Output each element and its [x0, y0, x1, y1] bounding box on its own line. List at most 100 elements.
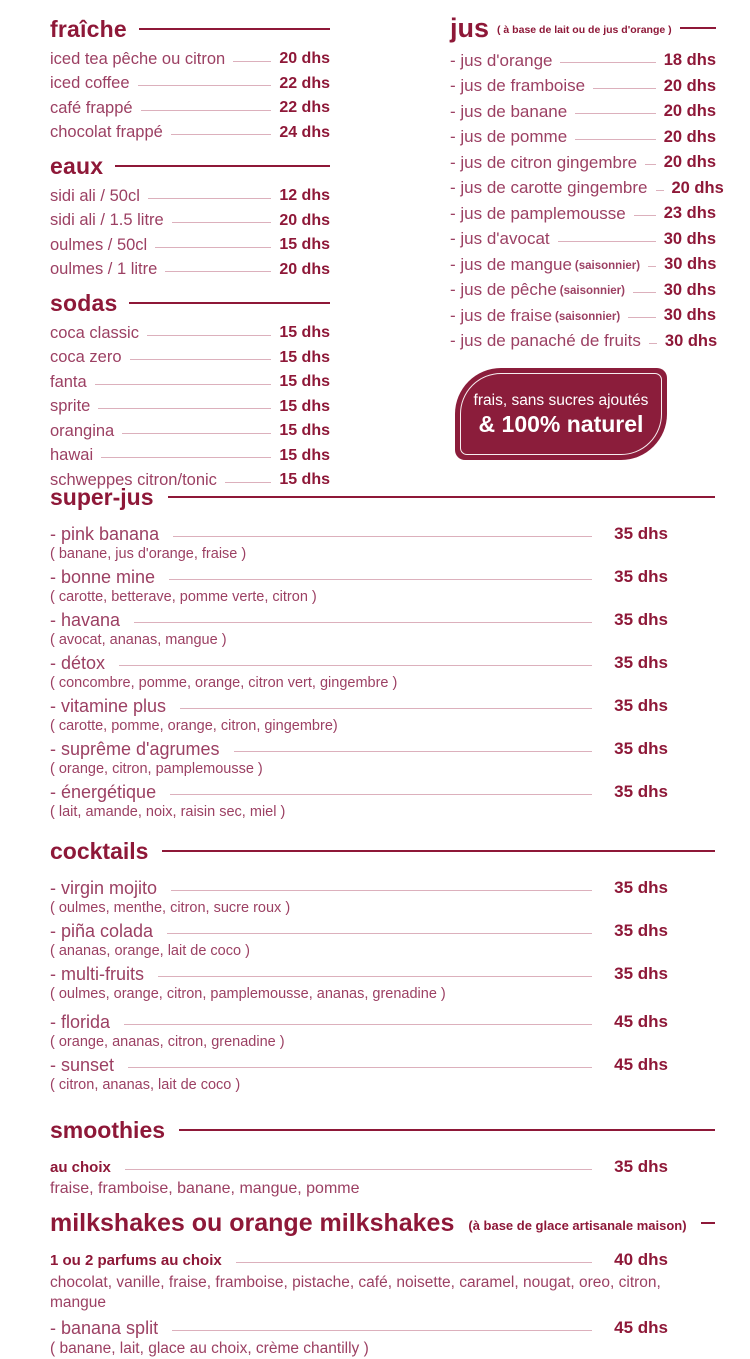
item-name: - jus d'avocat — [450, 229, 550, 249]
menu-item-row: hawai 15 dhs — [50, 444, 330, 469]
menu-item-row: - jus de mangue (saisonnier) 30 dhs — [450, 252, 716, 278]
menu-item-row: schweppes citron/tonic 15 dhs — [50, 468, 330, 493]
item-price: 35 dhs — [614, 696, 668, 715]
section-header-sodas: sodas — [50, 290, 330, 316]
leader-line — [122, 432, 272, 434]
leader-line — [98, 408, 272, 410]
leader-line — [147, 197, 272, 199]
badge-line1: frais, sans sucres ajoutés — [473, 392, 649, 409]
item-price: 22 dhs — [279, 99, 330, 117]
item-price: 20 dhs — [663, 153, 716, 172]
item-price: 20 dhs — [663, 76, 716, 95]
item-price: 22 dhs — [279, 74, 330, 92]
header-rule — [115, 165, 330, 167]
header-rule — [700, 1222, 715, 1224]
badge-line2: & 100% naturel — [478, 411, 644, 437]
item-price: 20 dhs — [671, 178, 724, 197]
item-price: 20 dhs — [279, 260, 330, 278]
section-header: cocktails — [50, 836, 715, 866]
item-price: 45 dhs — [614, 1012, 668, 1031]
item-name: café frappé — [50, 98, 133, 117]
leader-line — [134, 621, 593, 623]
leader-line — [170, 134, 272, 136]
menu-item-block: - sunset 45 dhs ( citron, ananas, lait de… — [50, 1053, 715, 1093]
leader-line — [235, 1261, 593, 1263]
section-title: cocktails — [50, 838, 149, 864]
item-name: hawai — [50, 446, 94, 465]
item-price: 45 dhs — [614, 1055, 668, 1074]
item-name: oulmes / 1 litre — [50, 260, 158, 279]
item-name: - jus de framboise — [450, 76, 586, 96]
item-name: coca classic — [50, 323, 139, 342]
leader-line — [124, 1023, 593, 1025]
leader-line — [560, 62, 656, 64]
menu-item-row: chocolat frappé 24 dhs — [50, 121, 330, 146]
item-ingredients: ( banane, jus d'orange, fraise ) — [50, 546, 247, 562]
leader-line — [171, 222, 272, 224]
item-name: sprite — [50, 397, 91, 416]
item-name: - jus de mangue — [450, 254, 572, 274]
section-header-jus: jus ( à base de lait ou de jus d'orange … — [450, 14, 716, 42]
item-price: 35 dhs — [614, 610, 668, 629]
header-rule — [167, 496, 715, 498]
item-name: - florida — [50, 1011, 111, 1032]
menu-item-block: - détox 35 dhs ( concombre, pomme, orange… — [50, 651, 715, 691]
item-name: - jus de fraise — [450, 305, 553, 325]
seasonal-note: (saisonnier) — [559, 285, 625, 298]
leader-line — [165, 271, 272, 273]
item-price: 35 dhs — [614, 878, 668, 897]
item-name: - piña colada — [50, 920, 154, 941]
menu-item-block: - vitamine plus 35 dhs ( carotte, pomme, … — [50, 694, 715, 734]
menu-item-block: - havana 35 dhs ( avocat, ananas, mangue … — [50, 608, 715, 648]
item-price: 45 dhs — [614, 1318, 668, 1337]
item-name: 1 ou 2 parfums au choix — [50, 1251, 222, 1269]
menu-item-block: - florida 45 dhs ( orange, ananas, citron… — [50, 1010, 715, 1050]
item-name: coca zero — [50, 348, 122, 367]
item-price: 30 dhs — [663, 229, 716, 248]
header-rule — [162, 850, 715, 852]
item-name: - sunset — [50, 1054, 115, 1075]
item-name: schweppes citron/tonic — [50, 470, 217, 489]
item-name: - vitamine plus — [50, 695, 167, 716]
item-ingredients: chocolat, vanille, fraise, framboise, pi… — [50, 1274, 661, 1311]
section-title: eaux — [50, 153, 104, 179]
menu-item-row: café frappé 22 dhs — [50, 96, 330, 121]
section-title: smoothies — [50, 1117, 166, 1143]
item-price: 23 dhs — [663, 204, 716, 223]
leader-line — [655, 189, 664, 191]
menu-item-row: coca classic 15 dhs — [50, 321, 330, 346]
item-price: 35 dhs — [614, 782, 668, 801]
menu-item-block: 1 ou 2 parfums au choix 40 dhs chocolat, … — [50, 1248, 715, 1313]
menu-item-block: - multi-fruits 35 dhs ( oulmes, orange, c… — [50, 962, 715, 1002]
full-width-sections: super-jus - pink banana 35 dhs ( banane, … — [50, 482, 715, 1359]
item-price: 30 dhs — [663, 306, 716, 325]
leader-line — [172, 1329, 593, 1331]
menu-item-row: - jus de citron gingembre 20 dhs — [450, 150, 716, 176]
leader-line — [155, 246, 272, 248]
menu-item-row: - jus de carotte gingembre 20 dhs — [450, 176, 724, 202]
item-ingredients: fraise, framboise, banane, mangue, pomme — [50, 1180, 360, 1197]
menu-item-block: - piña colada 35 dhs ( ananas, orange, la… — [50, 919, 715, 959]
item-name: - suprême d'agrumes — [50, 738, 220, 759]
menu-item-row: - jus d'orange 18 dhs — [450, 48, 716, 74]
leader-line — [119, 664, 593, 666]
leader-line — [648, 342, 657, 344]
leader-line — [158, 975, 593, 977]
item-price: 15 dhs — [279, 422, 330, 440]
item-price: 35 dhs — [614, 1157, 668, 1176]
section-header-eaux: eaux — [50, 153, 330, 179]
leader-line — [128, 1066, 593, 1068]
item-ingredients: ( carotte, pomme, orange, citron, gingem… — [50, 718, 338, 734]
seasonal-note: (saisonnier) — [574, 259, 641, 272]
leader-line — [632, 291, 656, 293]
section-super-jus: super-jus - pink banana 35 dhs ( banane, … — [50, 482, 715, 820]
item-name: chocolat frappé — [50, 123, 163, 142]
header-rule — [679, 27, 716, 29]
leader-line — [137, 85, 272, 87]
leader-line — [171, 889, 593, 891]
leader-line — [233, 750, 593, 752]
menu-item-row: sidi ali / 1.5 litre 20 dhs — [50, 209, 330, 234]
item-ingredients: ( avocat, ananas, mangue ) — [50, 632, 227, 648]
leader-line — [593, 87, 656, 89]
